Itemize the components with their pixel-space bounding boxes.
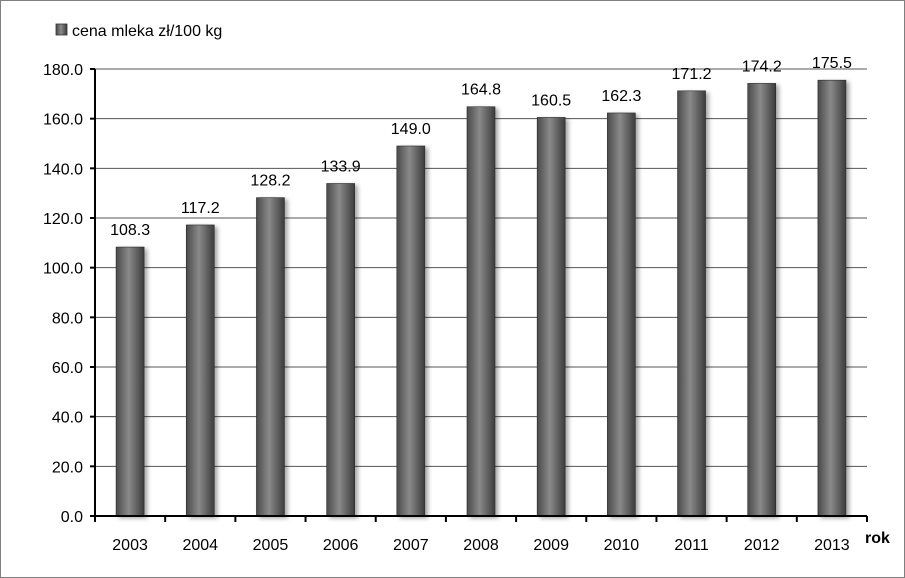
data-label: 160.5 <box>531 92 571 109</box>
y-tick-label: 180.0 <box>43 62 83 79</box>
x-tick-label: 2012 <box>744 537 780 554</box>
y-tick-label: 120.0 <box>43 211 83 228</box>
y-tick-label: 60.0 <box>52 360 83 377</box>
bar <box>817 79 847 517</box>
y-tick-label: 160.0 <box>43 112 83 129</box>
axes <box>90 68 868 522</box>
x-tick-label: 2011 <box>674 537 709 554</box>
bar <box>185 224 215 517</box>
data-label: 175.5 <box>812 55 852 72</box>
data-label: 108.3 <box>110 222 150 239</box>
bar <box>326 183 355 517</box>
bar <box>747 83 777 517</box>
y-tick-label: 20.0 <box>52 459 83 476</box>
data-label: 164.8 <box>461 82 501 99</box>
legend-label: cena mleka zł/100 kg <box>72 23 222 40</box>
data-label: 128.2 <box>250 173 290 190</box>
x-tick-label: 2013 <box>814 537 850 554</box>
data-label: 174.2 <box>742 58 782 75</box>
y-tick-label: 100.0 <box>43 261 83 278</box>
data-label: 162.3 <box>601 88 641 105</box>
bar <box>607 112 636 517</box>
legend: cena mleka zł/100 kg <box>55 23 222 40</box>
y-tick-label: 0.0 <box>61 509 83 526</box>
bar <box>677 90 706 517</box>
x-tick-label: 2010 <box>604 537 640 554</box>
y-tick-label: 140.0 <box>43 161 83 178</box>
y-tick-label: 80.0 <box>52 310 83 327</box>
data-label: 133.9 <box>321 158 361 175</box>
x-tick-label: 2009 <box>533 537 569 554</box>
y-tick-labels: 0.0 20.0 40.0 60.0 80.0 100.0 120.0 140.0 160.0 1… <box>43 62 83 526</box>
x-tick-label: 2004 <box>182 537 218 554</box>
data-label: 171.2 <box>672 66 712 83</box>
x-tick-label: 2005 <box>253 537 289 554</box>
data-labels: 108.3 117.2 128.2 133.9 149.0 164.8 160.5 162.3… <box>110 55 852 239</box>
bar <box>466 106 496 517</box>
bar <box>115 246 145 517</box>
y-tick-label: 40.0 <box>52 410 83 427</box>
x-tick-label: 2008 <box>463 537 499 554</box>
bar <box>536 117 566 517</box>
bar <box>396 145 426 517</box>
x-tick-label: 2003 <box>112 537 148 554</box>
x-tick-labels: 2003 2004 2005 2006 2007 2008 2009 2010 2011 2012… <box>112 537 850 554</box>
data-label: 117.2 <box>181 200 220 217</box>
bars <box>115 79 847 517</box>
x-axis-title: rok <box>865 530 890 547</box>
x-tick-label: 2007 <box>393 537 429 554</box>
legend-swatch <box>55 23 68 36</box>
data-label: 149.0 <box>391 121 431 138</box>
x-tick-label: 2006 <box>323 537 359 554</box>
bar <box>256 197 285 517</box>
